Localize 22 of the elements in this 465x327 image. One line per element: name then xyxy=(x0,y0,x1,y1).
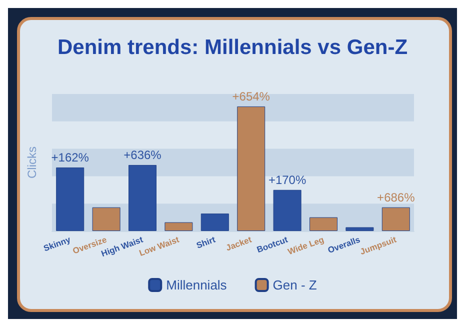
annotation: +162% xyxy=(51,150,90,164)
x-tick-label: Jacket xyxy=(224,234,253,253)
bar xyxy=(56,167,84,231)
chart-title: Denim trends: Millennials vs Gen-Z xyxy=(57,36,408,59)
y-axis-title: Clicks xyxy=(25,146,39,178)
bar xyxy=(128,164,156,231)
bar xyxy=(164,222,193,231)
x-tick-label: Skinny xyxy=(42,234,72,254)
annotation: +170% xyxy=(268,172,306,187)
x-tick-label: Shirt xyxy=(194,234,217,250)
bar xyxy=(346,227,374,231)
legend-label: Gen - Z xyxy=(272,278,317,292)
bar xyxy=(200,214,229,231)
bar xyxy=(273,190,302,231)
bar xyxy=(237,106,266,231)
bar xyxy=(92,207,120,231)
annotation: +686% xyxy=(377,190,416,204)
bar xyxy=(382,207,410,231)
annotation: +636% xyxy=(124,148,162,162)
bar xyxy=(310,217,338,231)
legend-label: Millennials xyxy=(166,278,228,292)
annotation: +654% xyxy=(232,89,270,104)
